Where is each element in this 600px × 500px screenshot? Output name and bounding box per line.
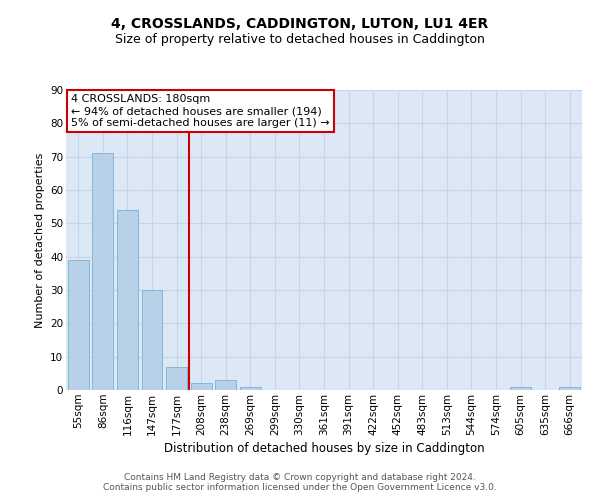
Y-axis label: Number of detached properties: Number of detached properties <box>35 152 44 328</box>
Bar <box>142 290 163 390</box>
Text: 4 CROSSLANDS: 180sqm
← 94% of detached houses are smaller (194)
5% of semi-detac: 4 CROSSLANDS: 180sqm ← 94% of detached h… <box>71 94 330 128</box>
Bar <box>510 386 531 390</box>
Bar <box>215 380 236 390</box>
Text: Size of property relative to detached houses in Caddington: Size of property relative to detached ho… <box>115 32 485 46</box>
Bar <box>191 384 212 390</box>
Bar <box>68 260 89 390</box>
Bar <box>92 154 113 390</box>
Text: 4, CROSSLANDS, CADDINGTON, LUTON, LU1 4ER: 4, CROSSLANDS, CADDINGTON, LUTON, LU1 4E… <box>112 18 488 32</box>
X-axis label: Distribution of detached houses by size in Caddington: Distribution of detached houses by size … <box>164 442 484 455</box>
Bar <box>117 210 138 390</box>
Bar <box>166 366 187 390</box>
Text: Contains HM Land Registry data © Crown copyright and database right 2024.
Contai: Contains HM Land Registry data © Crown c… <box>103 473 497 492</box>
Bar <box>559 386 580 390</box>
Bar <box>240 386 261 390</box>
